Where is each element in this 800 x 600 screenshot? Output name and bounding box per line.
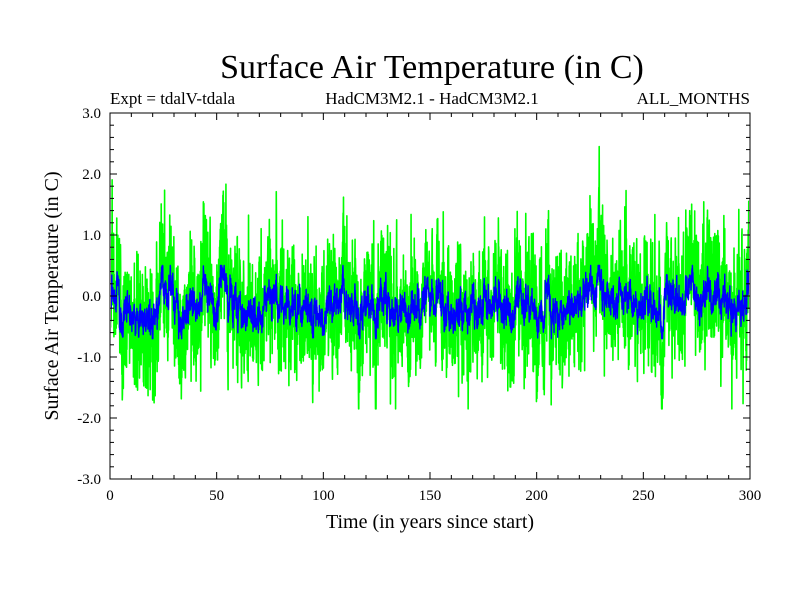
x-axis-label: Time (in years since start) — [326, 511, 534, 533]
chart-subtitle-center: HadCM3M2.1 - HadCM3M2.1 — [325, 89, 538, 108]
y-tick-label: 3.0 — [82, 106, 101, 122]
x-tick-label: 200 — [525, 488, 548, 504]
x-tick-label: 0 — [106, 488, 114, 504]
y-tick-label: 0.0 — [82, 289, 101, 305]
x-tick-label: 250 — [632, 488, 655, 504]
y-tick-label: -3.0 — [77, 472, 101, 488]
plot-area — [111, 145, 749, 410]
y-axis-label: Surface Air Temperature (in C) — [41, 171, 63, 420]
series-layer — [111, 145, 749, 410]
x-tick-label: 300 — [739, 488, 762, 504]
series-line-blue — [111, 264, 749, 340]
ticks-layer: 0 50 100 150 200 250 300 -3.0 -2.0 -1.0 0.0 1.0 2.0 3… — [77, 106, 761, 504]
y-tick-label: 2.0 — [82, 167, 101, 183]
x-tick-label: 50 — [209, 488, 224, 504]
y-tick-label: -2.0 — [77, 411, 101, 427]
chart-subtitle-right: ALL_MONTHS — [637, 89, 750, 108]
chart-title: Surface Air Temperature (in C) — [220, 49, 644, 86]
chart-subtitle-left: Expt = tdalV-tdala — [110, 89, 236, 108]
x-tick-label: 150 — [419, 488, 442, 504]
y-tick-label: 1.0 — [82, 228, 101, 244]
x-tick-label: 100 — [312, 488, 335, 504]
y-tick-label: -1.0 — [77, 350, 101, 366]
